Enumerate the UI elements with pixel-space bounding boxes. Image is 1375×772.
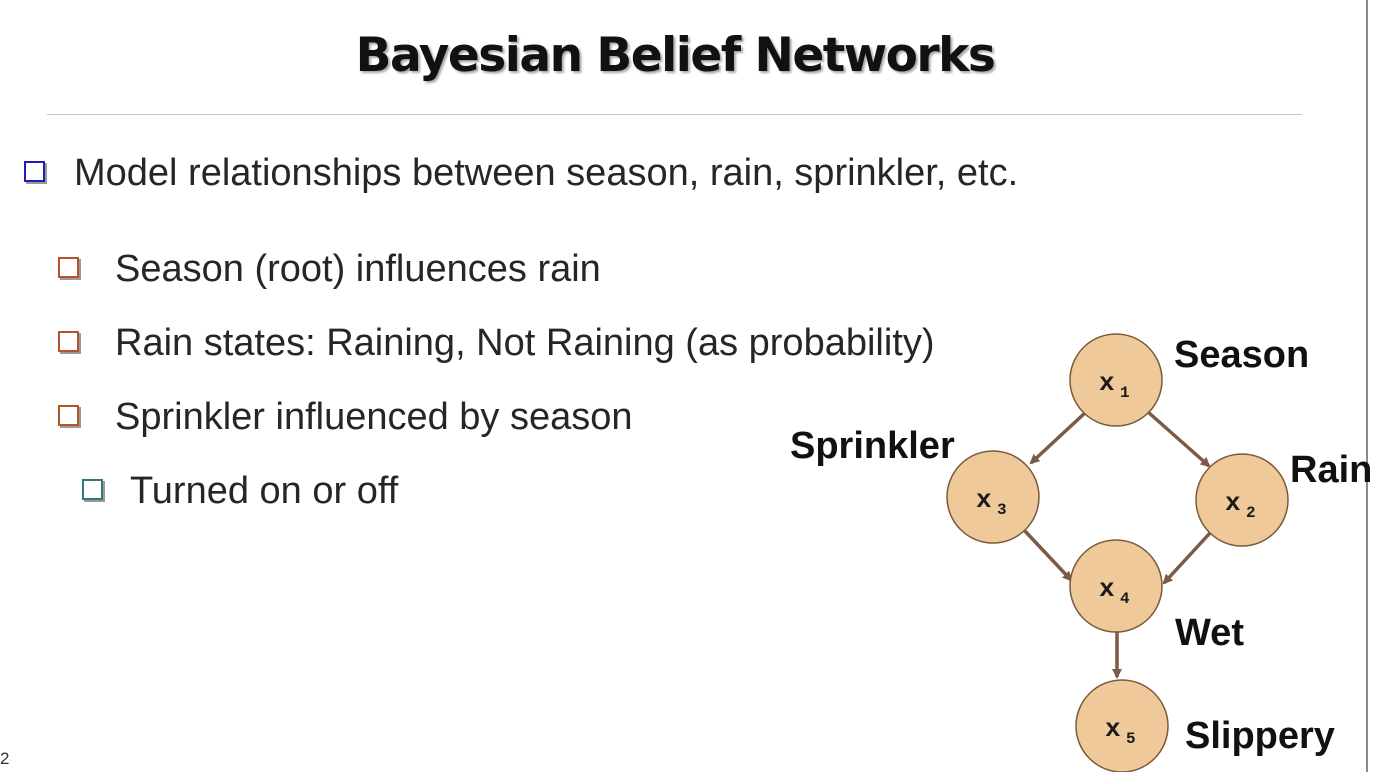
node-circle <box>1195 453 1289 547</box>
bullet-item: Turned on or off <box>130 470 399 512</box>
bullet-box-icon <box>24 161 45 182</box>
node-x1: x 1 <box>1069 333 1163 427</box>
title-divider <box>47 114 1302 115</box>
edge-x1-x3 <box>1029 410 1088 465</box>
node-label-sprinkler: Sprinkler <box>790 425 955 467</box>
bullet-item: Model relationships between season, rain… <box>74 152 1019 194</box>
node-symbol: x <box>1225 488 1241 518</box>
node-circle <box>946 450 1040 544</box>
node-label-season: Season <box>1174 334 1309 376</box>
node-subscript: 4 <box>1120 590 1130 608</box>
node-circle <box>1075 679 1169 772</box>
bullet-box-icon <box>82 479 103 500</box>
network-edges <box>1022 410 1212 679</box>
edge-x3-x4 <box>1022 528 1073 582</box>
node-circle <box>1069 333 1163 427</box>
node-x4: x 4 <box>1069 539 1163 633</box>
page-number: 2 <box>0 749 10 768</box>
node-label-slippery: Slippery <box>1185 715 1335 757</box>
bullet-item: Sprinkler influenced by season <box>115 396 633 438</box>
node-label-rain: Rain <box>1290 449 1372 491</box>
bullet-item: Rain states: Raining, Not Raining (as pr… <box>115 322 935 364</box>
node-subscript: 2 <box>1246 504 1256 522</box>
node-symbol: x <box>1105 714 1121 744</box>
node-symbol: x <box>976 485 992 515</box>
node-symbol: x <box>1099 368 1115 398</box>
node-subscript: 3 <box>997 501 1007 519</box>
node-x2: x 2 <box>1195 453 1289 547</box>
node-symbol: x <box>1099 574 1115 604</box>
edge-x1-x2 <box>1146 410 1211 468</box>
bullet-box-icon <box>58 331 79 352</box>
node-subscript: 1 <box>1120 384 1130 402</box>
node-x5: x 5 <box>1075 679 1169 772</box>
node-label-wet: Wet <box>1175 612 1244 654</box>
slide-title: Bayesian Belief Networks <box>355 28 996 83</box>
node-x3: x 3 <box>946 450 1040 544</box>
node-subscript: 5 <box>1126 730 1136 748</box>
bullet-box-icon <box>58 405 79 426</box>
slide-right-border <box>1366 0 1368 772</box>
edge-x2-x4 <box>1162 531 1212 585</box>
bullet-box-icon <box>58 257 79 278</box>
node-circle <box>1069 539 1163 633</box>
bullet-item: Season (root) influences rain <box>115 248 601 290</box>
